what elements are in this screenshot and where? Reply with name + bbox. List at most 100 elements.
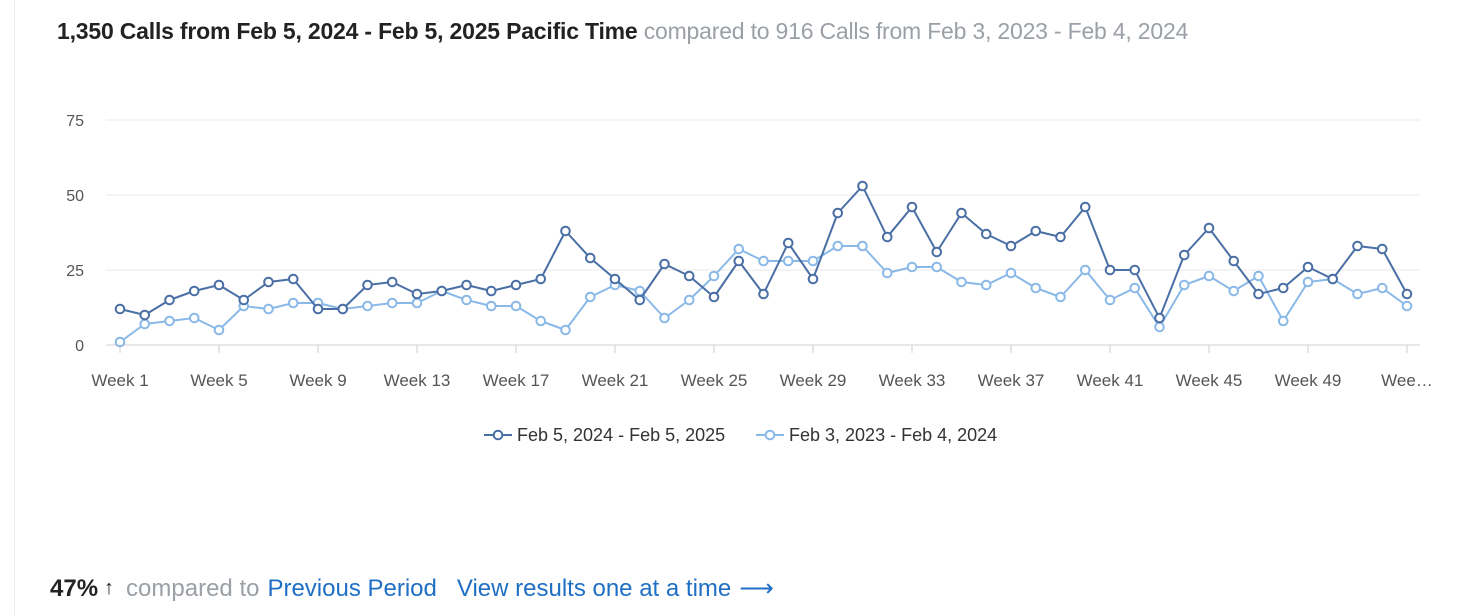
data-point[interactable] — [1005, 240, 1017, 252]
data-point[interactable] — [436, 285, 448, 297]
data-point[interactable] — [312, 303, 324, 315]
data-point[interactable] — [1030, 225, 1042, 237]
data-point[interactable] — [1005, 267, 1017, 279]
data-point[interactable] — [1327, 273, 1339, 285]
legend-label[interactable]: Feb 3, 2023 - Feb 4, 2024 — [789, 425, 997, 445]
data-point[interactable] — [1228, 285, 1240, 297]
data-point[interactable] — [411, 297, 423, 309]
data-point[interactable] — [807, 273, 819, 285]
data-point[interactable] — [931, 261, 943, 273]
data-point[interactable] — [832, 240, 844, 252]
data-point[interactable] — [906, 261, 918, 273]
data-point[interactable] — [510, 279, 522, 291]
data-point[interactable] — [782, 237, 794, 249]
data-point[interactable] — [560, 225, 571, 237]
data-point[interactable] — [213, 324, 225, 336]
data-point[interactable] — [758, 288, 769, 300]
data-point[interactable] — [708, 291, 720, 303]
data-point[interactable] — [1203, 270, 1215, 282]
data-point[interactable] — [485, 285, 497, 297]
data-point[interactable] — [1104, 264, 1116, 276]
data-point[interactable] — [411, 288, 423, 300]
data-point[interactable] — [1352, 240, 1363, 252]
data-point[interactable] — [758, 255, 769, 267]
data-point[interactable] — [584, 291, 596, 303]
data-point[interactable] — [386, 297, 398, 309]
data-point[interactable] — [1352, 288, 1363, 300]
data-point[interactable] — [1055, 231, 1066, 243]
data-point[interactable] — [857, 180, 868, 192]
data-point[interactable] — [386, 276, 398, 288]
data-point[interactable] — [881, 267, 893, 279]
previous-period-link[interactable]: Previous Period — [267, 574, 437, 602]
data-point[interactable] — [906, 201, 918, 213]
data-point[interactable] — [980, 279, 992, 291]
data-point[interactable] — [238, 294, 250, 306]
data-point[interactable] — [1302, 261, 1314, 273]
data-point[interactable] — [733, 243, 745, 255]
data-point[interactable] — [659, 258, 670, 270]
data-point[interactable] — [1253, 288, 1264, 300]
data-point[interactable] — [1030, 282, 1042, 294]
data-point[interactable] — [659, 312, 670, 324]
data-point[interactable] — [164, 315, 175, 327]
data-point[interactable] — [1203, 222, 1215, 234]
data-point[interactable] — [1277, 282, 1289, 294]
data-point[interactable] — [1228, 255, 1240, 267]
data-point[interactable] — [1129, 282, 1141, 294]
data-point[interactable] — [634, 294, 646, 306]
data-point[interactable] — [1376, 243, 1388, 255]
data-point[interactable] — [164, 294, 175, 306]
data-point[interactable] — [362, 300, 373, 312]
data-point[interactable] — [1302, 276, 1314, 288]
data-point[interactable] — [139, 309, 151, 321]
view-results-link[interactable]: View results one at a time — [456, 574, 732, 602]
arrow-right-icon[interactable]: ⟶ — [739, 575, 774, 602]
data-point[interactable] — [1154, 321, 1165, 333]
data-point[interactable] — [139, 318, 151, 330]
data-point[interactable] — [461, 279, 472, 291]
data-point[interactable] — [461, 294, 472, 306]
data-point[interactable] — [213, 279, 225, 291]
data-point[interactable] — [980, 228, 992, 240]
data-point[interactable] — [956, 276, 967, 288]
data-point[interactable] — [263, 303, 274, 315]
data-point[interactable] — [535, 315, 547, 327]
data-point[interactable] — [609, 273, 621, 285]
data-point[interactable] — [1079, 264, 1091, 276]
data-point[interactable] — [1079, 201, 1091, 213]
data-point[interactable] — [1104, 294, 1116, 306]
data-point[interactable] — [683, 270, 695, 282]
data-point[interactable] — [560, 324, 571, 336]
data-point[interactable] — [733, 255, 745, 267]
data-point[interactable] — [807, 255, 819, 267]
legend-label[interactable]: Feb 5, 2024 - Feb 5, 2025 — [517, 425, 725, 445]
data-point[interactable] — [1401, 300, 1413, 312]
data-point[interactable] — [832, 207, 844, 219]
data-point[interactable] — [1154, 312, 1165, 324]
data-point[interactable] — [535, 273, 547, 285]
data-point[interactable] — [584, 252, 596, 264]
data-point[interactable] — [1178, 249, 1190, 261]
data-point[interactable] — [708, 270, 720, 282]
data-point[interactable] — [1277, 315, 1289, 327]
data-point[interactable] — [956, 207, 967, 219]
data-point[interactable] — [857, 240, 868, 252]
data-point[interactable] — [287, 273, 299, 285]
data-point[interactable] — [510, 300, 522, 312]
data-point[interactable] — [1253, 270, 1264, 282]
data-point[interactable] — [683, 294, 695, 306]
data-point[interactable] — [362, 279, 373, 291]
data-point[interactable] — [1376, 282, 1388, 294]
data-point[interactable] — [263, 276, 274, 288]
data-point[interactable] — [1178, 279, 1190, 291]
data-point[interactable] — [337, 303, 349, 315]
data-point[interactable] — [931, 246, 943, 258]
data-point[interactable] — [782, 255, 794, 267]
data-point[interactable] — [188, 312, 200, 324]
data-point[interactable] — [1055, 291, 1066, 303]
data-point[interactable] — [485, 300, 497, 312]
data-point[interactable] — [114, 336, 126, 348]
data-point[interactable] — [881, 231, 893, 243]
data-point[interactable] — [1401, 288, 1413, 300]
